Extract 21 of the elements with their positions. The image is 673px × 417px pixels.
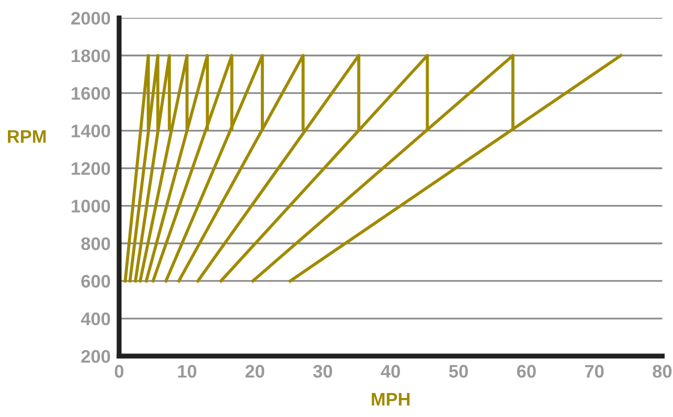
y-tick-label: 200 bbox=[81, 350, 110, 363]
y-tick-label: 600 bbox=[81, 274, 110, 288]
y-tick-label: 1600 bbox=[72, 87, 110, 100]
y-axis-title: RPM bbox=[8, 130, 46, 143]
x-tick-label: 30 bbox=[313, 364, 332, 378]
y-tick-label: 1800 bbox=[72, 49, 110, 62]
y-tick-label: 1200 bbox=[72, 162, 110, 175]
x-tick-label: 70 bbox=[585, 364, 604, 378]
x-axis-title: MPH bbox=[372, 393, 410, 406]
x-tick-label: 60 bbox=[517, 364, 536, 378]
x-tick-label: 20 bbox=[245, 364, 264, 378]
x-tick-label: 50 bbox=[449, 364, 468, 378]
y-tick-label: 1400 bbox=[72, 124, 110, 138]
y-tick-label: 800 bbox=[81, 237, 110, 250]
x-tick-label: 10 bbox=[178, 364, 196, 378]
x-tick-label: 0 bbox=[114, 364, 124, 378]
y-tick-label: 2000 bbox=[71, 12, 110, 25]
y-tick-label: 400 bbox=[80, 312, 110, 326]
x-tick-label: 40 bbox=[380, 364, 400, 378]
x-tick-label: 80 bbox=[652, 364, 672, 378]
y-tick-label: 1000 bbox=[72, 200, 110, 213]
